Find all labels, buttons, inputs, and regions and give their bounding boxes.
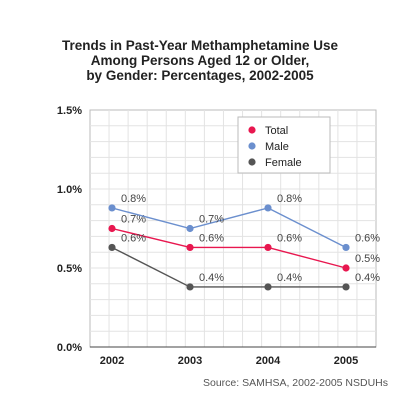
data-label-male: 0.7% — [199, 214, 224, 226]
data-point-female — [186, 283, 194, 291]
data-label-female: 0.4% — [199, 272, 224, 284]
y-tick-label: 1.0% — [57, 184, 82, 196]
legend-marker-female — [248, 158, 256, 166]
chart-legend: Total Male Female — [237, 116, 331, 174]
series-line-total — [111, 227, 347, 269]
data-label-female: 0.4% — [355, 272, 380, 284]
data-label-total: 0.6% — [199, 232, 224, 244]
data-label-male: 0.6% — [355, 232, 380, 244]
chart-series: 0.7% 0.6% 0.6% 0.5% 0.8% 0.7% 0.8% 0.6% 0.6% 0.4%… — [108, 193, 380, 291]
chart-title-line: Among Persons Aged 12 or Older, — [91, 53, 310, 68]
source-note: Source: SAMHSA, 2002-2005 NSDUHs — [203, 377, 388, 389]
legend-label-total: Total — [265, 125, 288, 137]
series-line-male — [111, 207, 347, 249]
series-line-female — [111, 246, 346, 288]
data-label-total: 0.6% — [277, 232, 302, 244]
data-label-female: 0.4% — [277, 272, 302, 284]
x-tick-label: 2004 — [256, 355, 281, 367]
data-label-male: 0.8% — [121, 193, 146, 205]
data-point-total — [186, 243, 194, 252]
chart-title-line: Trends in Past-Year Methamphetamine Use — [62, 38, 339, 53]
x-tick-label: 2005 — [334, 355, 358, 367]
data-point-total — [342, 264, 350, 272]
y-tick-label: 0.0% — [57, 342, 82, 354]
data-point-female — [264, 283, 272, 291]
data-label-total: 0.7% — [121, 214, 146, 226]
data-point-total — [108, 224, 116, 233]
data-point-male — [186, 224, 194, 233]
legend-label-male: Male — [265, 141, 289, 153]
legend-marker-total — [248, 126, 256, 134]
data-point-male — [264, 204, 272, 212]
data-point-female — [342, 283, 350, 291]
chart-title: Trends in Past-Year Methamphetamine UseA… — [62, 38, 339, 83]
y-tick-label: 0.5% — [57, 263, 82, 275]
legend-label-female: Female — [265, 157, 302, 169]
y-tick-label: 1.5% — [57, 105, 82, 117]
data-label-male: 0.8% — [277, 193, 302, 205]
data-label-female: 0.6% — [121, 232, 146, 244]
chart-axes: 0.0% 0.5% 1.0% 1.5% 2002 2003 2004 2005 — [57, 105, 376, 367]
x-tick-label: 2003 — [178, 355, 202, 367]
data-point-male — [108, 204, 116, 212]
legend-marker-male — [248, 142, 256, 150]
chart-grid — [89, 109, 377, 348]
chart-title-line: by Gender: Percentages, 2002-2005 — [86, 68, 314, 83]
data-point-total — [264, 243, 272, 252]
data-label-total: 0.5% — [355, 253, 380, 265]
plot-area — [89, 109, 377, 348]
data-point-male — [342, 243, 350, 252]
x-tick-label: 2002 — [100, 355, 124, 367]
data-point-female — [108, 243, 116, 252]
